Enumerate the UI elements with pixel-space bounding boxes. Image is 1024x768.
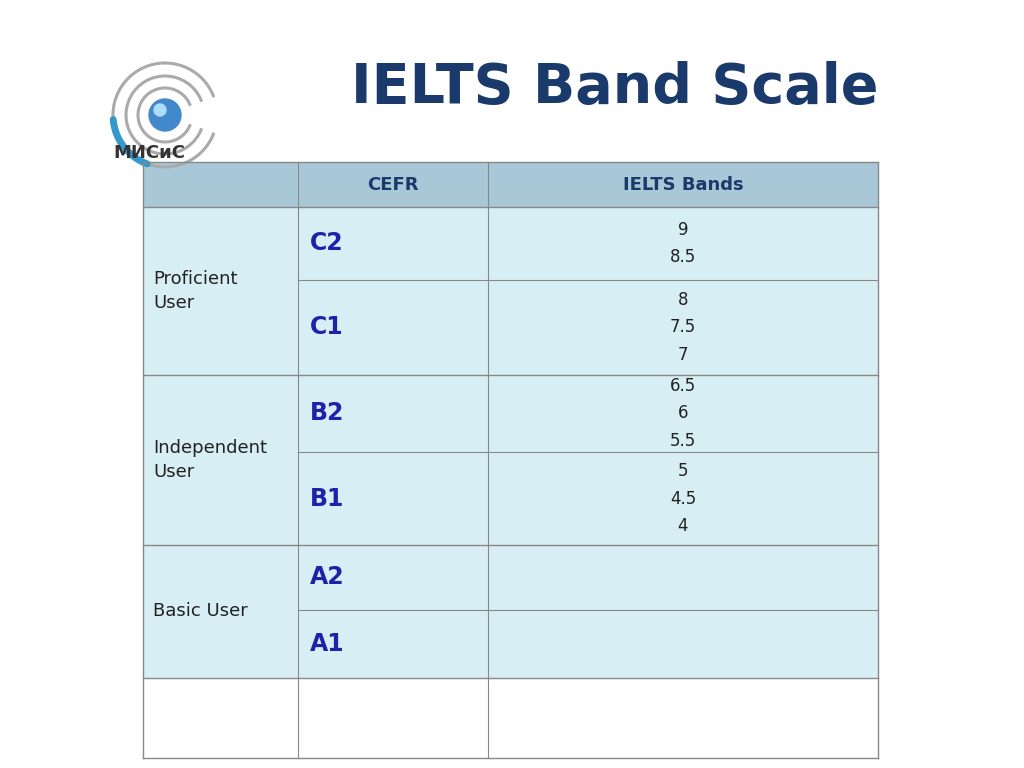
Bar [143, 545, 878, 610]
Bar [143, 610, 878, 678]
Text: A1: A1 [310, 632, 345, 656]
Text: B1: B1 [310, 486, 344, 511]
Text: IELTS Bands: IELTS Bands [623, 176, 743, 194]
Bar [143, 162, 878, 207]
Text: Independent
User: Independent User [153, 439, 267, 481]
Text: Proficient
User: Proficient User [153, 270, 238, 312]
Text: 5
4.5
4: 5 4.5 4 [670, 462, 696, 535]
Circle shape [150, 99, 181, 131]
Bar [143, 452, 878, 545]
Text: 9
8.5: 9 8.5 [670, 220, 696, 266]
Circle shape [154, 104, 166, 116]
Text: C1: C1 [310, 316, 344, 339]
Text: CEFR: CEFR [368, 176, 419, 194]
Text: C2: C2 [310, 231, 344, 256]
Bar [143, 280, 878, 375]
Text: IELTS Band Scale: IELTS Band Scale [350, 61, 879, 115]
Text: Basic User: Basic User [153, 603, 248, 621]
Text: 8
7.5
7: 8 7.5 7 [670, 291, 696, 364]
Text: МИСиС: МИСиС [113, 144, 185, 162]
Bar [143, 375, 878, 452]
Text: 6.5
6
5.5: 6.5 6 5.5 [670, 376, 696, 450]
Bar [143, 207, 878, 280]
Text: B2: B2 [310, 402, 344, 425]
Text: A2: A2 [310, 565, 345, 590]
